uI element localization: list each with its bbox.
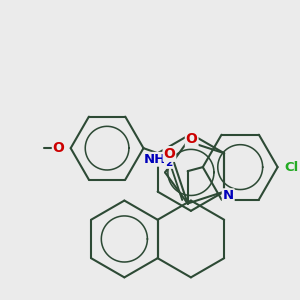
Text: O: O (164, 147, 175, 161)
Text: N: N (223, 189, 234, 202)
Text: O: O (53, 141, 64, 155)
Text: Cl: Cl (285, 160, 299, 174)
Text: NH: NH (144, 153, 166, 166)
Text: 2: 2 (166, 158, 173, 168)
Text: O: O (186, 132, 198, 146)
